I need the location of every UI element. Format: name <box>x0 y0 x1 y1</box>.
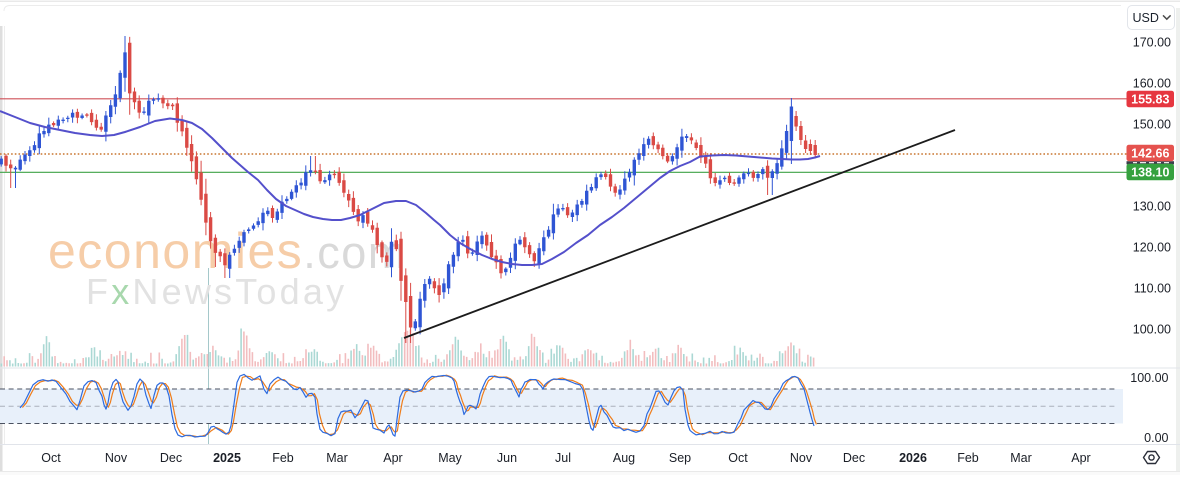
svg-text:Jul: Jul <box>555 451 571 465</box>
svg-text:155.83: 155.83 <box>1131 92 1169 106</box>
svg-text:USD: USD <box>1133 11 1159 25</box>
svg-text:142.66: 142.66 <box>1131 146 1169 160</box>
svg-text:100.00: 100.00 <box>1133 323 1171 337</box>
svg-text:Mar: Mar <box>1010 451 1032 465</box>
svg-text:Apr: Apr <box>383 451 402 465</box>
svg-text:170.00: 170.00 <box>1133 36 1171 50</box>
svg-text:2025: 2025 <box>213 451 241 465</box>
svg-text:Oct: Oct <box>41 451 61 465</box>
svg-text:0.00: 0.00 <box>1144 431 1168 445</box>
svg-text:Mar: Mar <box>326 451 348 465</box>
svg-text:110.00: 110.00 <box>1134 282 1171 296</box>
svg-text:138.10: 138.10 <box>1131 166 1169 180</box>
svg-text:160.00: 160.00 <box>1133 77 1171 91</box>
svg-text:Dec: Dec <box>160 451 182 465</box>
svg-text:130.00: 130.00 <box>1133 200 1171 214</box>
svg-text:120.00: 120.00 <box>1133 241 1171 255</box>
svg-text:Dec: Dec <box>843 451 865 465</box>
svg-text:FxNewsToday: FxNewsToday <box>86 271 347 312</box>
svg-text:150.00: 150.00 <box>1133 118 1171 132</box>
svg-text:Jun: Jun <box>497 451 517 465</box>
svg-text:100.00: 100.00 <box>1130 371 1168 385</box>
svg-text:2026: 2026 <box>899 451 927 465</box>
svg-text:Nov: Nov <box>790 451 813 465</box>
svg-text:Apr: Apr <box>1071 451 1090 465</box>
svg-text:Feb: Feb <box>272 451 294 465</box>
svg-text:May: May <box>438 451 462 465</box>
svg-text:Aug: Aug <box>613 451 635 465</box>
svg-text:Oct: Oct <box>728 451 748 465</box>
svg-text:Sep: Sep <box>669 451 691 465</box>
svg-text:Nov: Nov <box>105 451 128 465</box>
svg-text:economies.com: economies.com <box>48 223 407 279</box>
svg-text:Feb: Feb <box>957 451 979 465</box>
